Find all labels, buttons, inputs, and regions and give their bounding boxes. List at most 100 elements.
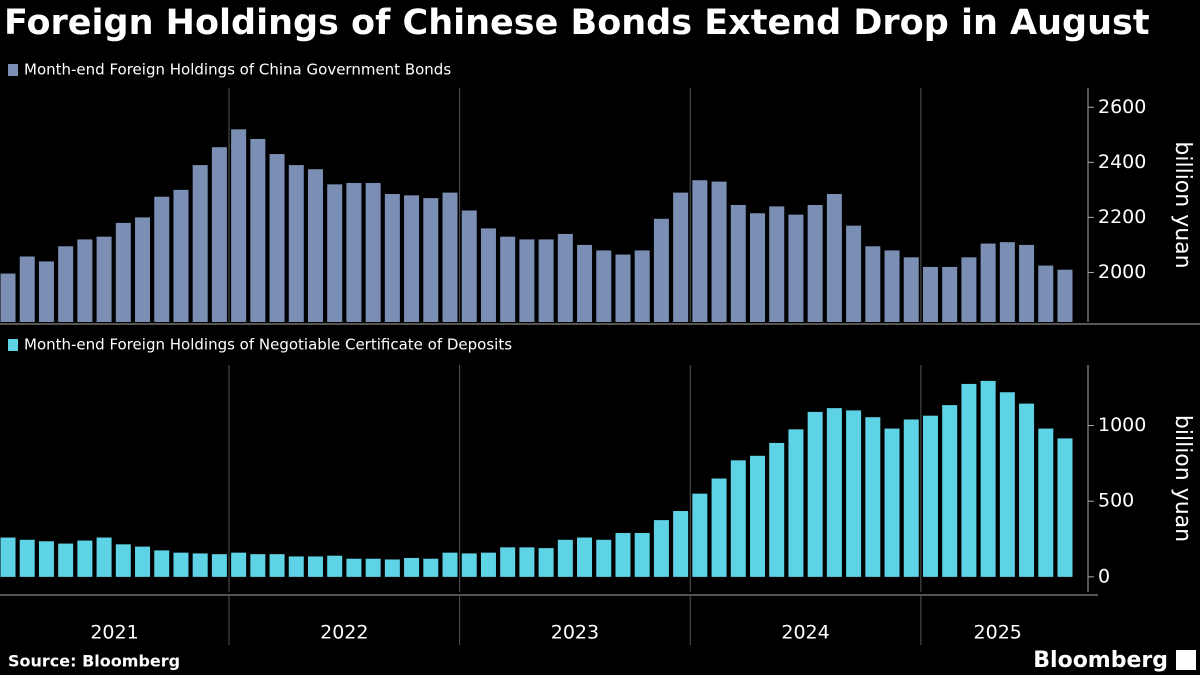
bar	[423, 558, 439, 577]
bar	[135, 546, 151, 577]
bar	[884, 428, 900, 577]
y-tick-label: 2400	[1098, 151, 1146, 173]
bar	[19, 256, 35, 322]
bar	[1038, 428, 1054, 577]
legend-swatch	[8, 64, 18, 76]
y-tick-label: 500	[1098, 490, 1134, 512]
bar	[1057, 269, 1073, 322]
bar	[96, 236, 112, 322]
bar	[269, 554, 285, 577]
bar	[942, 405, 958, 577]
bar	[942, 266, 958, 322]
bar	[653, 520, 669, 577]
bar	[115, 222, 131, 322]
bar	[231, 129, 247, 322]
bar	[903, 257, 919, 322]
bar	[442, 192, 458, 322]
bar	[192, 165, 208, 322]
y-tick-label: 1000	[1098, 414, 1146, 436]
bar	[519, 547, 535, 577]
bar	[538, 548, 554, 577]
bar	[846, 225, 862, 322]
bar	[0, 273, 16, 322]
legend-label: Month-end Foreign Holdings of Negotiable…	[24, 336, 512, 354]
bar	[461, 210, 477, 322]
bar	[807, 411, 823, 577]
bar	[769, 442, 785, 577]
bar	[826, 193, 842, 322]
bar	[461, 553, 477, 577]
bar	[211, 554, 227, 577]
bar	[269, 154, 285, 322]
bar	[250, 138, 266, 322]
bar	[865, 417, 881, 577]
bar	[615, 532, 631, 577]
bar	[173, 189, 189, 322]
bar	[0, 537, 16, 577]
bar	[538, 239, 554, 322]
bar	[384, 559, 400, 577]
bar	[865, 246, 881, 322]
bar	[615, 254, 631, 322]
bar	[19, 539, 35, 577]
bar	[750, 455, 766, 577]
bar	[327, 555, 343, 577]
bar	[922, 415, 938, 577]
y-axis-label: billion yuan	[1170, 141, 1195, 268]
bar	[788, 429, 804, 577]
x-tick-label: 2022	[320, 622, 368, 644]
bar	[135, 217, 151, 322]
bar	[1038, 265, 1054, 322]
bar	[58, 543, 74, 577]
bar	[404, 195, 420, 322]
bar	[77, 239, 93, 322]
bar	[807, 205, 823, 322]
bar	[1019, 244, 1035, 322]
brand-icon	[1176, 650, 1196, 670]
bar	[404, 557, 420, 577]
bar	[750, 213, 766, 322]
bar	[519, 239, 535, 322]
bar	[384, 193, 400, 322]
legend-label: Month-end Foreign Holdings of China Gove…	[24, 61, 451, 79]
bar	[327, 184, 343, 322]
bar	[692, 493, 708, 577]
bar	[307, 556, 323, 577]
bar	[500, 236, 516, 322]
legend-swatch	[8, 339, 18, 351]
bar	[769, 206, 785, 322]
bar	[480, 228, 496, 322]
bar	[154, 550, 170, 577]
bar	[211, 147, 227, 322]
bar	[365, 558, 381, 577]
bar	[884, 250, 900, 322]
bar	[77, 540, 93, 577]
bar	[577, 537, 593, 577]
bar	[38, 541, 54, 577]
bar	[922, 266, 938, 322]
bar	[480, 552, 496, 577]
bar	[58, 246, 74, 322]
bar	[653, 218, 669, 322]
bar	[846, 410, 862, 577]
bar	[999, 242, 1015, 322]
bar	[596, 539, 612, 577]
bar	[288, 556, 304, 577]
y-tick-label: 2200	[1098, 206, 1146, 228]
bar	[826, 408, 842, 577]
bar	[250, 554, 266, 577]
x-tick-label: 2024	[781, 622, 829, 644]
x-tick-label: 2023	[551, 622, 599, 644]
y-tick-label: 2600	[1098, 96, 1146, 118]
bar	[788, 214, 804, 322]
bar	[346, 182, 362, 322]
bar	[980, 380, 996, 577]
bar	[577, 244, 593, 322]
bar	[1019, 403, 1035, 577]
bar	[38, 261, 54, 322]
bar	[596, 250, 612, 322]
bar	[634, 250, 650, 322]
bar	[634, 532, 650, 577]
